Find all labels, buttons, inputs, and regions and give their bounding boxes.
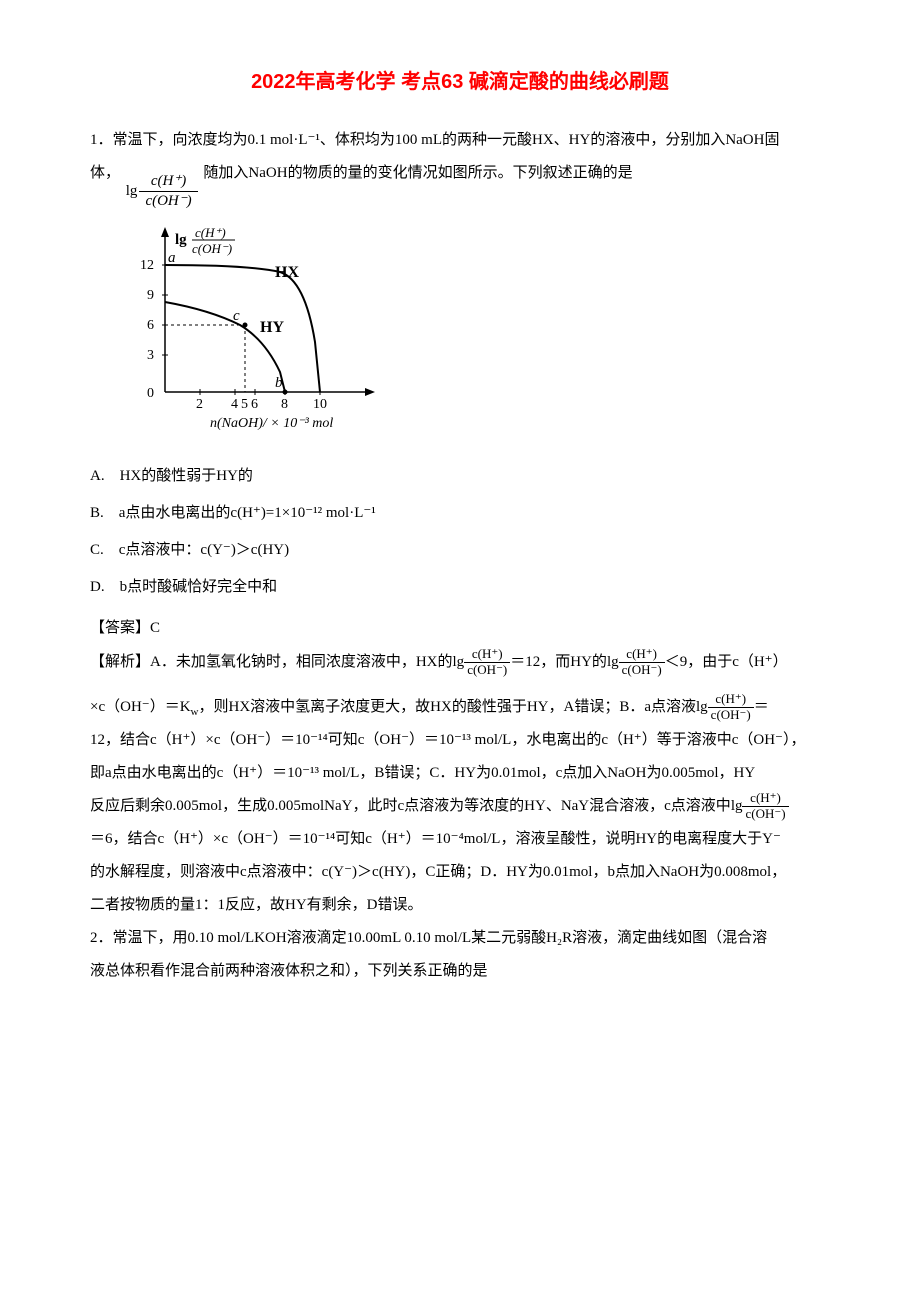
point-b-dot bbox=[283, 389, 288, 394]
f5d: c(OH⁻) bbox=[742, 807, 788, 821]
f4d: c(OH⁻) bbox=[708, 708, 754, 722]
y-lg-text: lg bbox=[175, 232, 187, 248]
curve-hx bbox=[165, 265, 320, 392]
option-d: D. b点时酸碱恰好完全中和 bbox=[90, 571, 830, 604]
option-a: A. HX的酸性弱于HY的 bbox=[90, 460, 830, 493]
frac2: c(H⁺)c(OH⁻) bbox=[464, 647, 510, 677]
ytick-3: 3 bbox=[147, 348, 154, 363]
fraction-hplus-ohminus: c(H⁺) c(OH⁻) bbox=[139, 172, 197, 212]
f4n: c(H⁺) bbox=[708, 692, 754, 707]
f3d: c(OH⁻) bbox=[619, 663, 665, 677]
explain-line5: 反应后剩余0.005mol，生成0.005molNaY，此时c点溶液为等浓度的H… bbox=[90, 790, 830, 823]
ytick-0: 0 bbox=[147, 386, 154, 401]
exp2b: ，则HX溶液中氢离子浓度更大，故HX的酸性强于HY，A错误；B．a点溶液 bbox=[199, 699, 697, 715]
y-den-text: c(OH⁻) bbox=[192, 241, 232, 256]
explain-line8: 二者按物质的量1：1反应，故HY有剩余，D错误。 bbox=[90, 889, 830, 922]
frac4: c(H⁺)c(OH⁻) bbox=[708, 692, 754, 722]
stem-c-text: 随加入NaOH的物质的量的变化情况如图所示。下列叙述正确的是 bbox=[203, 165, 632, 181]
y-num-text: c(H⁺) bbox=[195, 225, 226, 240]
explain-line6: ＝6，结合c（H⁺）×c（OH⁻）＝10⁻¹⁴可知c（H⁺）＝10⁻⁴mol/L… bbox=[90, 823, 830, 856]
q2-stem1: 2．常温下，用0.10 mol/LKOH溶液滴定10.00mL 0.10 mol… bbox=[90, 922, 830, 955]
explain-line4: 即a点由水电离出的c（H⁺）＝10⁻¹³ mol/L，B错误；C．HY为0.01… bbox=[90, 757, 830, 790]
exp1b: ＝12，而HY的 bbox=[510, 654, 607, 670]
lg5: lg bbox=[731, 798, 743, 814]
f2n: c(H⁺) bbox=[464, 647, 510, 662]
explain-line7: 的水解程度，则溶液中c点溶液中：c(Y⁻)＞c(HY)，C正确；D．HY为0.0… bbox=[90, 856, 830, 889]
q1-options: A. HX的酸性弱于HY的 B. a点由水电离出的c(H⁺)=1×10⁻¹² m… bbox=[90, 460, 830, 604]
exp5a: 反应后剩余0.005mol，生成0.005molNaY，此时c点溶液为等浓度的H… bbox=[90, 798, 731, 814]
kw-sub: w bbox=[191, 706, 199, 718]
xtick-4: 4 bbox=[231, 397, 238, 412]
spacer1 bbox=[90, 679, 830, 691]
lg2: lg bbox=[453, 654, 465, 670]
frac-num: c(H⁺) bbox=[139, 172, 197, 193]
y-arrow bbox=[161, 227, 169, 237]
q1-stem-line2: 体， lg c(H⁺) c(OH⁻) 随加入NaOH的物质的量的变化情况如图所示… bbox=[90, 157, 830, 212]
exp1c: ＜9，由于c（H⁺） bbox=[665, 654, 788, 670]
point-c: c bbox=[233, 308, 240, 324]
option-b: B. a点由水电离出的c(H⁺)=1×10⁻¹² mol·L⁻¹ bbox=[90, 497, 830, 530]
x-arrow bbox=[365, 388, 375, 396]
frac5: c(H⁺)c(OH⁻) bbox=[742, 791, 788, 821]
ytick-12: 12 bbox=[140, 258, 154, 273]
point-b: b bbox=[275, 375, 283, 391]
f2d: c(OH⁻) bbox=[464, 663, 510, 677]
explain-line3: 12，结合c（H⁺）×c（OH⁻）＝10⁻¹⁴可知c（OH⁻）＝10⁻¹³ mo… bbox=[90, 724, 830, 757]
exp2a: ×c（OH⁻）＝K bbox=[90, 699, 191, 715]
q1-stem-line1: 1．常温下，向浓度均为0.1 mol·L⁻¹、体积均为100 mL的两种一元酸H… bbox=[90, 124, 830, 157]
ytick-6: 6 bbox=[147, 318, 154, 333]
curve-hy bbox=[165, 302, 285, 392]
exp1a: A．未加氢氧化钠时，相同浓度溶液中，HX的 bbox=[150, 654, 453, 670]
xtick-5: 5 bbox=[241, 397, 248, 412]
xtick-10: 10 bbox=[313, 397, 327, 412]
f3n: c(H⁺) bbox=[619, 647, 665, 662]
xtick-8: 8 bbox=[281, 397, 288, 412]
ytick-9: 9 bbox=[147, 288, 154, 303]
lg-label: lg bbox=[126, 175, 138, 208]
label-hx: HX bbox=[275, 264, 299, 281]
xtick-2: 2 bbox=[196, 397, 203, 412]
option-c: C. c点溶液中：c(Y⁻)＞c(HY) bbox=[90, 534, 830, 567]
x-label-text: n(NaOH)/ × 10⁻³ mol bbox=[210, 416, 333, 431]
xtick-6: 6 bbox=[251, 397, 258, 412]
f5n: c(H⁺) bbox=[742, 791, 788, 806]
stem-b-text: 体， bbox=[90, 165, 120, 181]
frac-den: c(OH⁻) bbox=[139, 192, 197, 212]
exp2c: ＝ bbox=[754, 699, 769, 715]
frac3: c(H⁺)c(OH⁻) bbox=[619, 647, 665, 677]
lg3: lg bbox=[607, 654, 619, 670]
titration-chart: lg c(H⁺) c(OH⁻) 12 9 6 3 0 2 4 5 6 8 10 … bbox=[120, 222, 830, 445]
explain-line1: 【解析】A．未加氢氧化钠时，相同浓度溶液中，HX的lgc(H⁺)c(OH⁻)＝1… bbox=[90, 645, 830, 679]
q2-stem2: 液总体积看作混合前两种溶液体积之和），下列关系正确的是 bbox=[90, 955, 830, 988]
lg-fraction: lg c(H⁺) c(OH⁻) bbox=[126, 172, 198, 212]
q1-answer: 【答案】C bbox=[90, 612, 830, 645]
page-title: 2022年高考化学 考点63 碱滴定酸的曲线必刷题 bbox=[90, 60, 830, 104]
explain-line2: ×c（OH⁻）＝Kw，则HX溶液中氢离子浓度更大，故HX的酸性强于HY，A错误；… bbox=[90, 691, 830, 724]
explain-label: 【解析】 bbox=[90, 653, 150, 670]
point-a: a bbox=[168, 250, 176, 266]
lg4: lg bbox=[696, 699, 708, 715]
chart-svg: lg c(H⁺) c(OH⁻) 12 9 6 3 0 2 4 5 6 8 10 … bbox=[120, 222, 400, 432]
label-hy: HY bbox=[260, 319, 284, 336]
